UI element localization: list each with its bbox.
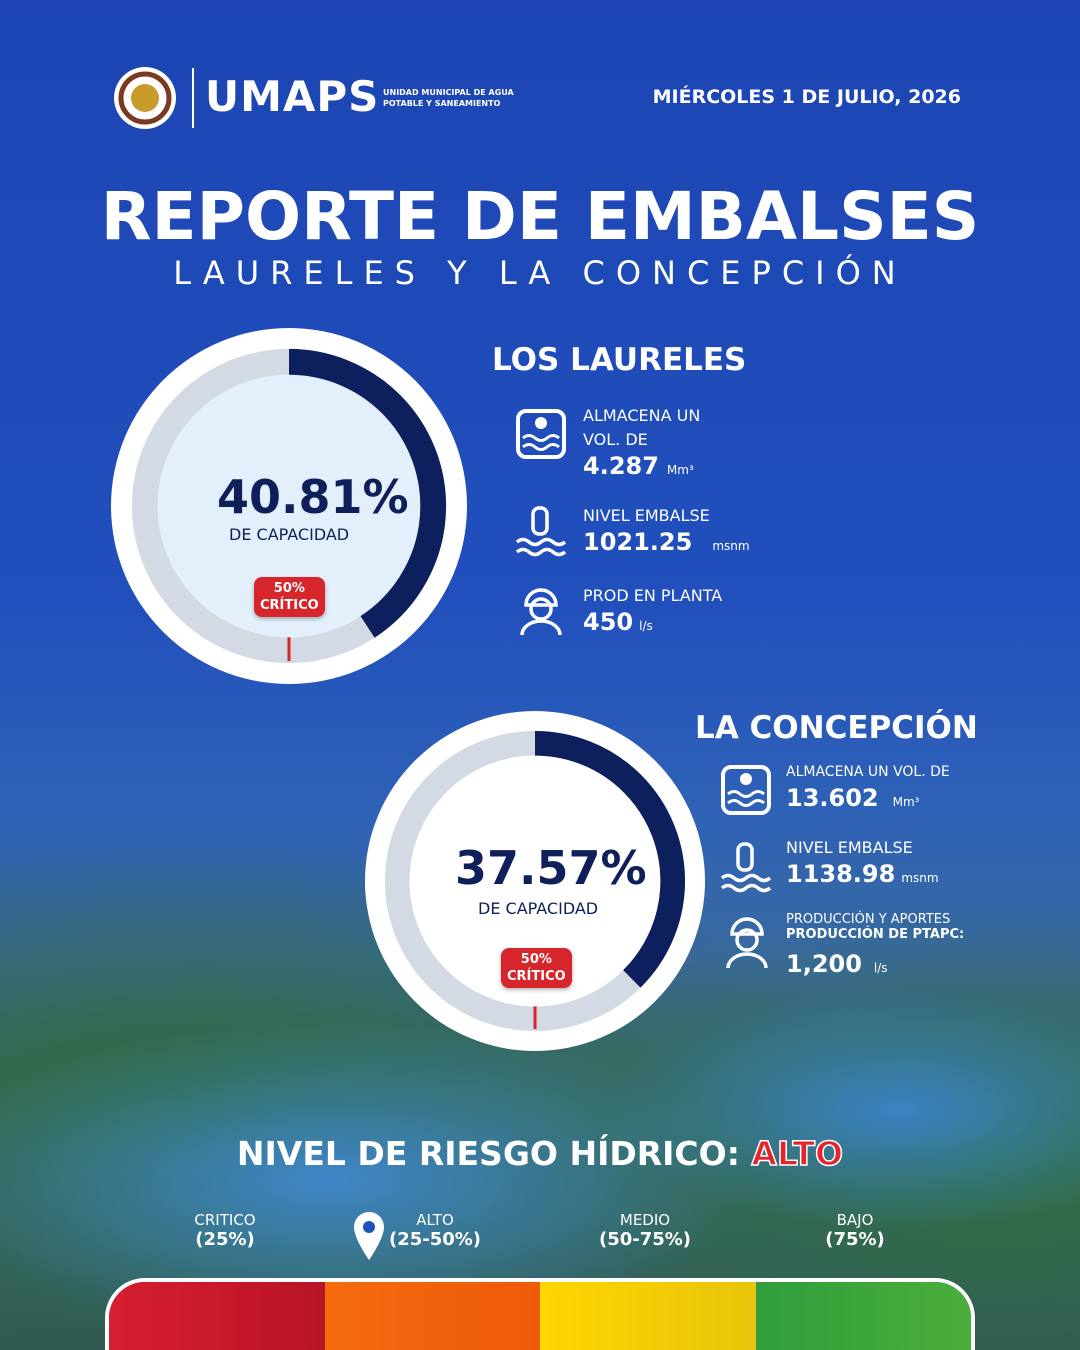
stat-sublabel: PRODUCCIÓN DE PTAPC: bbox=[786, 927, 965, 942]
logo-seal bbox=[114, 67, 176, 129]
risk-title: NIVEL DE RIESGO HÍDRICO: bbox=[236, 1134, 740, 1173]
stat-label: PRODUCCIÓN Y APORTES bbox=[786, 912, 951, 927]
critical-badge: 50% CRÍTICO bbox=[501, 948, 572, 988]
gauge-arc bbox=[131, 348, 447, 664]
title: REPORTE DE EMBALSES bbox=[100, 178, 980, 255]
scale-name: MEDIO bbox=[619, 1211, 671, 1229]
gauge-face bbox=[409, 755, 661, 1007]
capacity-value: 40.81% bbox=[217, 470, 409, 524]
level-icon bbox=[720, 842, 772, 893]
stat-unit: l/s bbox=[639, 619, 653, 633]
capacity-caption: DE CAPACIDAD bbox=[229, 525, 350, 544]
stat-unit: Mm³ bbox=[666, 463, 694, 477]
critical-text: CRÍTICO bbox=[507, 969, 566, 984]
scale-name: ALTO bbox=[416, 1211, 454, 1229]
stat-value: 13.602 bbox=[786, 784, 879, 812]
stat-label: PROD EN PLANTA bbox=[583, 586, 723, 605]
critical-badge: 50% CRÍTICO bbox=[254, 577, 325, 617]
reservoir-name: LOS LAURELES bbox=[492, 342, 747, 378]
stat: NIVEL EMBALSE 1138.98 msnm bbox=[786, 836, 939, 888]
reservoir-name: LA CONCEPCIÓN bbox=[695, 710, 978, 746]
capacity-caption: DE CAPACIDAD bbox=[478, 899, 599, 918]
stat-label: NIVEL EMBALSE bbox=[583, 506, 710, 525]
risk-segment bbox=[540, 1282, 756, 1350]
volume-icon bbox=[721, 765, 771, 815]
brand: UMAPS bbox=[205, 72, 380, 121]
stat-unit: msnm bbox=[901, 871, 939, 885]
date: MIÉRCOLES 1 DE JULIO, 2026 bbox=[652, 86, 961, 108]
risk-heading: NIVEL DE RIESGO HÍDRICO: ALTO bbox=[0, 1133, 1080, 1174]
scale-name: CRITICO bbox=[194, 1211, 256, 1229]
divider bbox=[192, 68, 194, 128]
scale-range: (25%) bbox=[195, 1229, 255, 1250]
stat-label: ALMACENA UN VOL. DE bbox=[583, 406, 701, 449]
risk-scale-item: BAJO (75%) bbox=[775, 1211, 935, 1250]
subtitle: LAURELES Y LA CONCEPCIÓN bbox=[173, 254, 907, 292]
risk-scale-item: ALTO (25-50%) bbox=[355, 1211, 515, 1250]
stat: ALMACENA UN VOL. DE 13.602 Mm³ bbox=[786, 760, 950, 812]
risk-segment bbox=[109, 1282, 325, 1350]
risk-segment bbox=[324, 1282, 540, 1350]
stat-value: 4.287 bbox=[583, 452, 659, 480]
risk-scale-item: CRITICO (25%) bbox=[145, 1211, 305, 1250]
risk-level: ALTO bbox=[751, 1133, 844, 1174]
org-name: UNIDAD MUNICIPAL DE AGUA POTABLE Y SANEAM… bbox=[383, 87, 514, 109]
gauge-arc bbox=[384, 730, 686, 1032]
gauge bbox=[365, 711, 705, 1051]
critical-label: 50% bbox=[273, 581, 305, 596]
critical-label: 50% bbox=[520, 952, 552, 967]
stat-label: ALMACENA UN VOL. DE bbox=[786, 764, 950, 780]
scale-range: (75%) bbox=[825, 1229, 885, 1250]
stat-value: 1,200 bbox=[786, 950, 862, 978]
critical-text: CRÍTICO bbox=[260, 598, 319, 613]
gauge-face bbox=[157, 374, 421, 638]
scale-name: BAJO bbox=[836, 1211, 874, 1229]
stat: PRODUCCIÓN Y APORTES PRODUCCIÓN DE PTAPC:… bbox=[786, 912, 964, 978]
volume-icon bbox=[516, 409, 566, 459]
stat-unit: msnm bbox=[712, 539, 750, 553]
stat-label: NIVEL EMBALSE bbox=[786, 838, 913, 857]
stat-unit: l/s bbox=[873, 961, 888, 975]
stat-value: 1138.98 bbox=[786, 860, 896, 888]
stat-value: 1021.25 bbox=[583, 528, 693, 556]
scale-range: (50-75%) bbox=[598, 1229, 692, 1250]
gauge bbox=[111, 328, 467, 684]
stat-value: 450 bbox=[583, 608, 634, 636]
worker-icon bbox=[520, 588, 562, 636]
location-pin bbox=[354, 1212, 384, 1260]
stat: PROD EN PLANTA 450 l/s bbox=[583, 584, 722, 636]
risk-scale-item: MEDIO (50-75%) bbox=[565, 1211, 725, 1250]
stat-unit: Mm³ bbox=[892, 795, 920, 809]
risk-segment bbox=[755, 1282, 971, 1350]
level-icon bbox=[515, 506, 567, 557]
scale-range: (25-50%) bbox=[388, 1229, 482, 1250]
stat: NIVEL EMBALSE 1021.25 msnm bbox=[583, 504, 750, 556]
org-line: POTABLE Y SANEAMIENTO bbox=[383, 99, 501, 108]
org-line: UNIDAD MUNICIPAL DE AGUA bbox=[383, 88, 514, 97]
risk-bar bbox=[105, 1278, 975, 1350]
worker-icon bbox=[726, 917, 768, 969]
stat: ALMACENA UN VOL. DE 4.287 Mm³ bbox=[583, 404, 733, 480]
capacity-value: 37.57% bbox=[455, 841, 647, 895]
